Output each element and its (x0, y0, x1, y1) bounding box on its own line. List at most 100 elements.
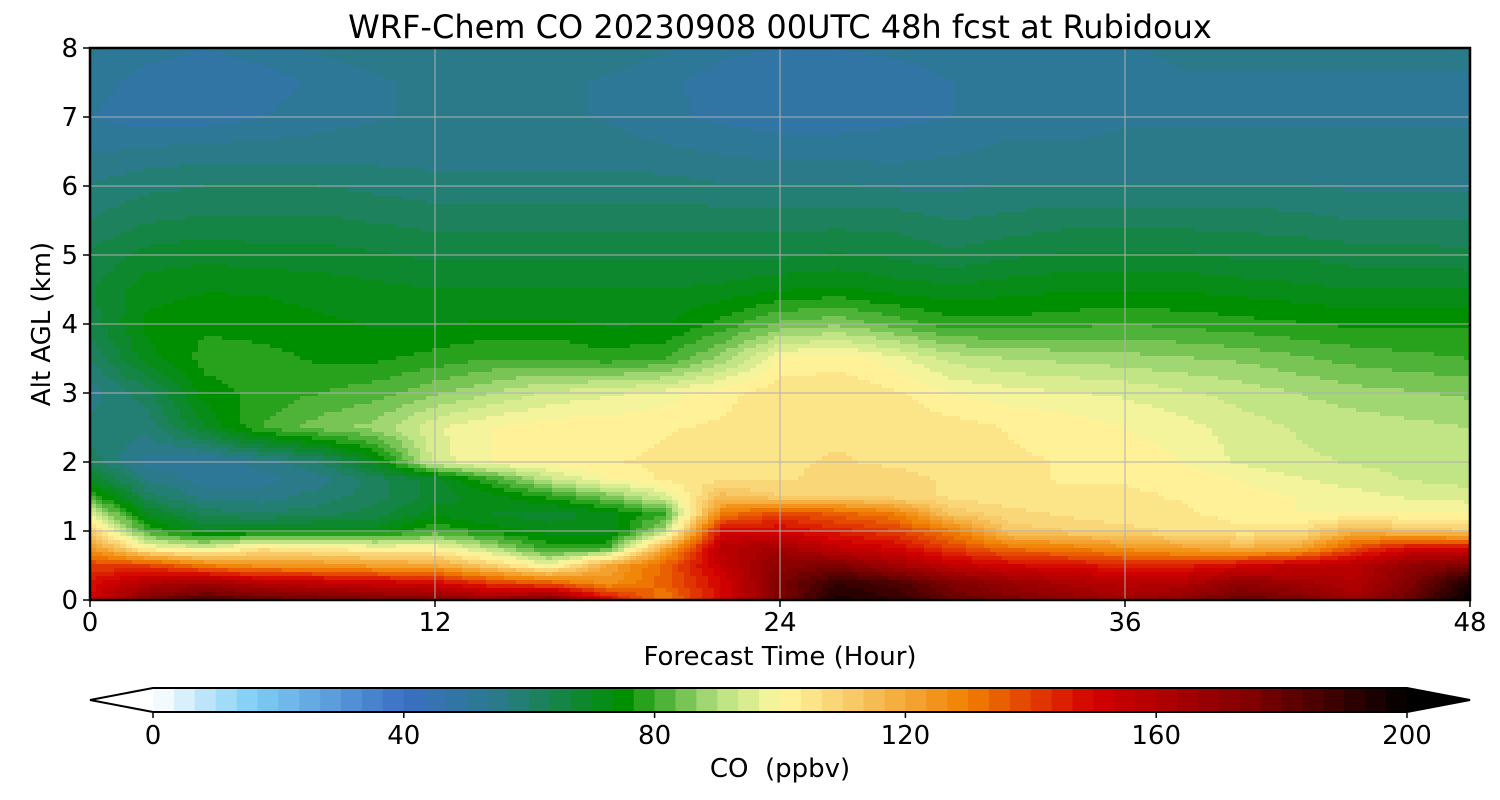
heatmap-cell (96, 104, 103, 109)
heatmap-cell (1200, 84, 1207, 89)
heatmap-cell (876, 116, 883, 121)
heatmap-cell (1098, 56, 1105, 61)
heatmap-cell (444, 56, 451, 61)
heatmap-cell (612, 52, 619, 57)
heatmap-cell (1146, 88, 1153, 93)
heatmap-cell (600, 52, 607, 57)
heatmap-cell (312, 56, 319, 61)
heatmap-cell (774, 128, 781, 133)
heatmap-cell (306, 116, 313, 121)
heatmap-cell (1116, 52, 1123, 57)
heatmap-cell (1410, 84, 1417, 89)
heatmap-cell (420, 56, 427, 61)
heatmap-cell (384, 132, 391, 137)
heatmap-cell (870, 132, 877, 137)
heatmap-cell (498, 88, 505, 93)
heatmap-cell (948, 48, 955, 53)
heatmap-cell (786, 120, 793, 125)
heatmap-cell (894, 104, 901, 109)
heatmap-cell (1158, 88, 1165, 93)
heatmap-cell (660, 96, 667, 101)
heatmap-cell (1368, 48, 1375, 53)
heatmap-cell (168, 108, 175, 113)
heatmap-cell (1236, 48, 1243, 53)
heatmap-cell (534, 108, 541, 113)
heatmap-cell (216, 132, 223, 137)
heatmap-cell (576, 124, 583, 129)
heatmap-cell (816, 72, 823, 77)
heatmap-cell (552, 108, 559, 113)
heatmap-cell (1344, 104, 1351, 109)
heatmap-cell (870, 60, 877, 65)
heatmap-cell (960, 100, 967, 105)
heatmap-cell (990, 96, 997, 101)
heatmap-cell (894, 108, 901, 113)
heatmap-cell (858, 92, 865, 97)
heatmap-cell (522, 104, 529, 109)
heatmap-cell (780, 116, 787, 121)
heatmap-cell (282, 80, 289, 85)
heatmap-cell (720, 60, 727, 65)
heatmap-cell (1302, 56, 1309, 61)
heatmap-cell (102, 104, 109, 109)
heatmap-cell (390, 132, 397, 137)
heatmap-cell (504, 56, 511, 61)
heatmap-cell (696, 56, 703, 61)
heatmap-cell (474, 132, 481, 137)
heatmap-cell (360, 100, 367, 105)
heatmap-cell (510, 132, 517, 137)
heatmap-cell (852, 56, 859, 61)
heatmap-cell (1422, 64, 1429, 69)
heatmap-cell (1368, 96, 1375, 101)
heatmap-cell (186, 76, 193, 81)
heatmap-cell (414, 124, 421, 129)
heatmap-cell (1446, 72, 1453, 77)
heatmap-cell (228, 84, 235, 89)
heatmap-cell (1320, 96, 1327, 101)
heatmap-cell (636, 112, 643, 117)
heatmap-cell (138, 80, 145, 85)
heatmap-cell (1032, 132, 1039, 137)
heatmap-cell (522, 60, 529, 65)
heatmap-cell (1356, 80, 1363, 85)
heatmap-cell (912, 56, 919, 61)
heatmap-cell (336, 124, 343, 129)
heatmap-cell (1404, 128, 1411, 133)
heatmap-cell (468, 96, 475, 101)
heatmap-cell (828, 100, 835, 105)
heatmap-cell (1218, 120, 1225, 125)
heatmap-cell (372, 96, 379, 101)
heatmap-cell (804, 72, 811, 77)
heatmap-cell (510, 112, 517, 117)
heatmap-cell (894, 100, 901, 105)
heatmap-cell (1032, 124, 1039, 129)
heatmap-cell (1362, 84, 1369, 89)
heatmap-cell (276, 56, 283, 61)
heatmap-cell (1200, 108, 1207, 113)
heatmap-cell (1386, 64, 1393, 69)
heatmap-cell (1302, 92, 1309, 97)
heatmap-cell (1260, 60, 1267, 65)
heatmap-cell (132, 64, 139, 69)
heatmap-cell (264, 48, 271, 53)
heatmap-cell (528, 116, 535, 121)
heatmap-cell (1170, 56, 1177, 61)
heatmap-cell (450, 52, 457, 57)
heatmap-cell (1308, 124, 1315, 129)
heatmap-cell (810, 128, 817, 133)
heatmap-cell (810, 72, 817, 77)
heatmap-cell (150, 52, 157, 57)
heatmap-cell (1104, 72, 1111, 77)
heatmap-cell (1458, 80, 1465, 85)
heatmap-cell (102, 132, 109, 137)
heatmap-cell (1032, 68, 1039, 73)
heatmap-cell (468, 52, 475, 57)
heatmap-cell (1452, 80, 1459, 85)
heatmap-cell (450, 116, 457, 121)
heatmap-cell (1458, 68, 1465, 73)
heatmap-cell (660, 48, 667, 53)
heatmap-cell (1062, 96, 1069, 101)
heatmap-cell (90, 92, 97, 97)
heatmap-cell (792, 112, 799, 117)
heatmap-cell (1218, 92, 1225, 97)
